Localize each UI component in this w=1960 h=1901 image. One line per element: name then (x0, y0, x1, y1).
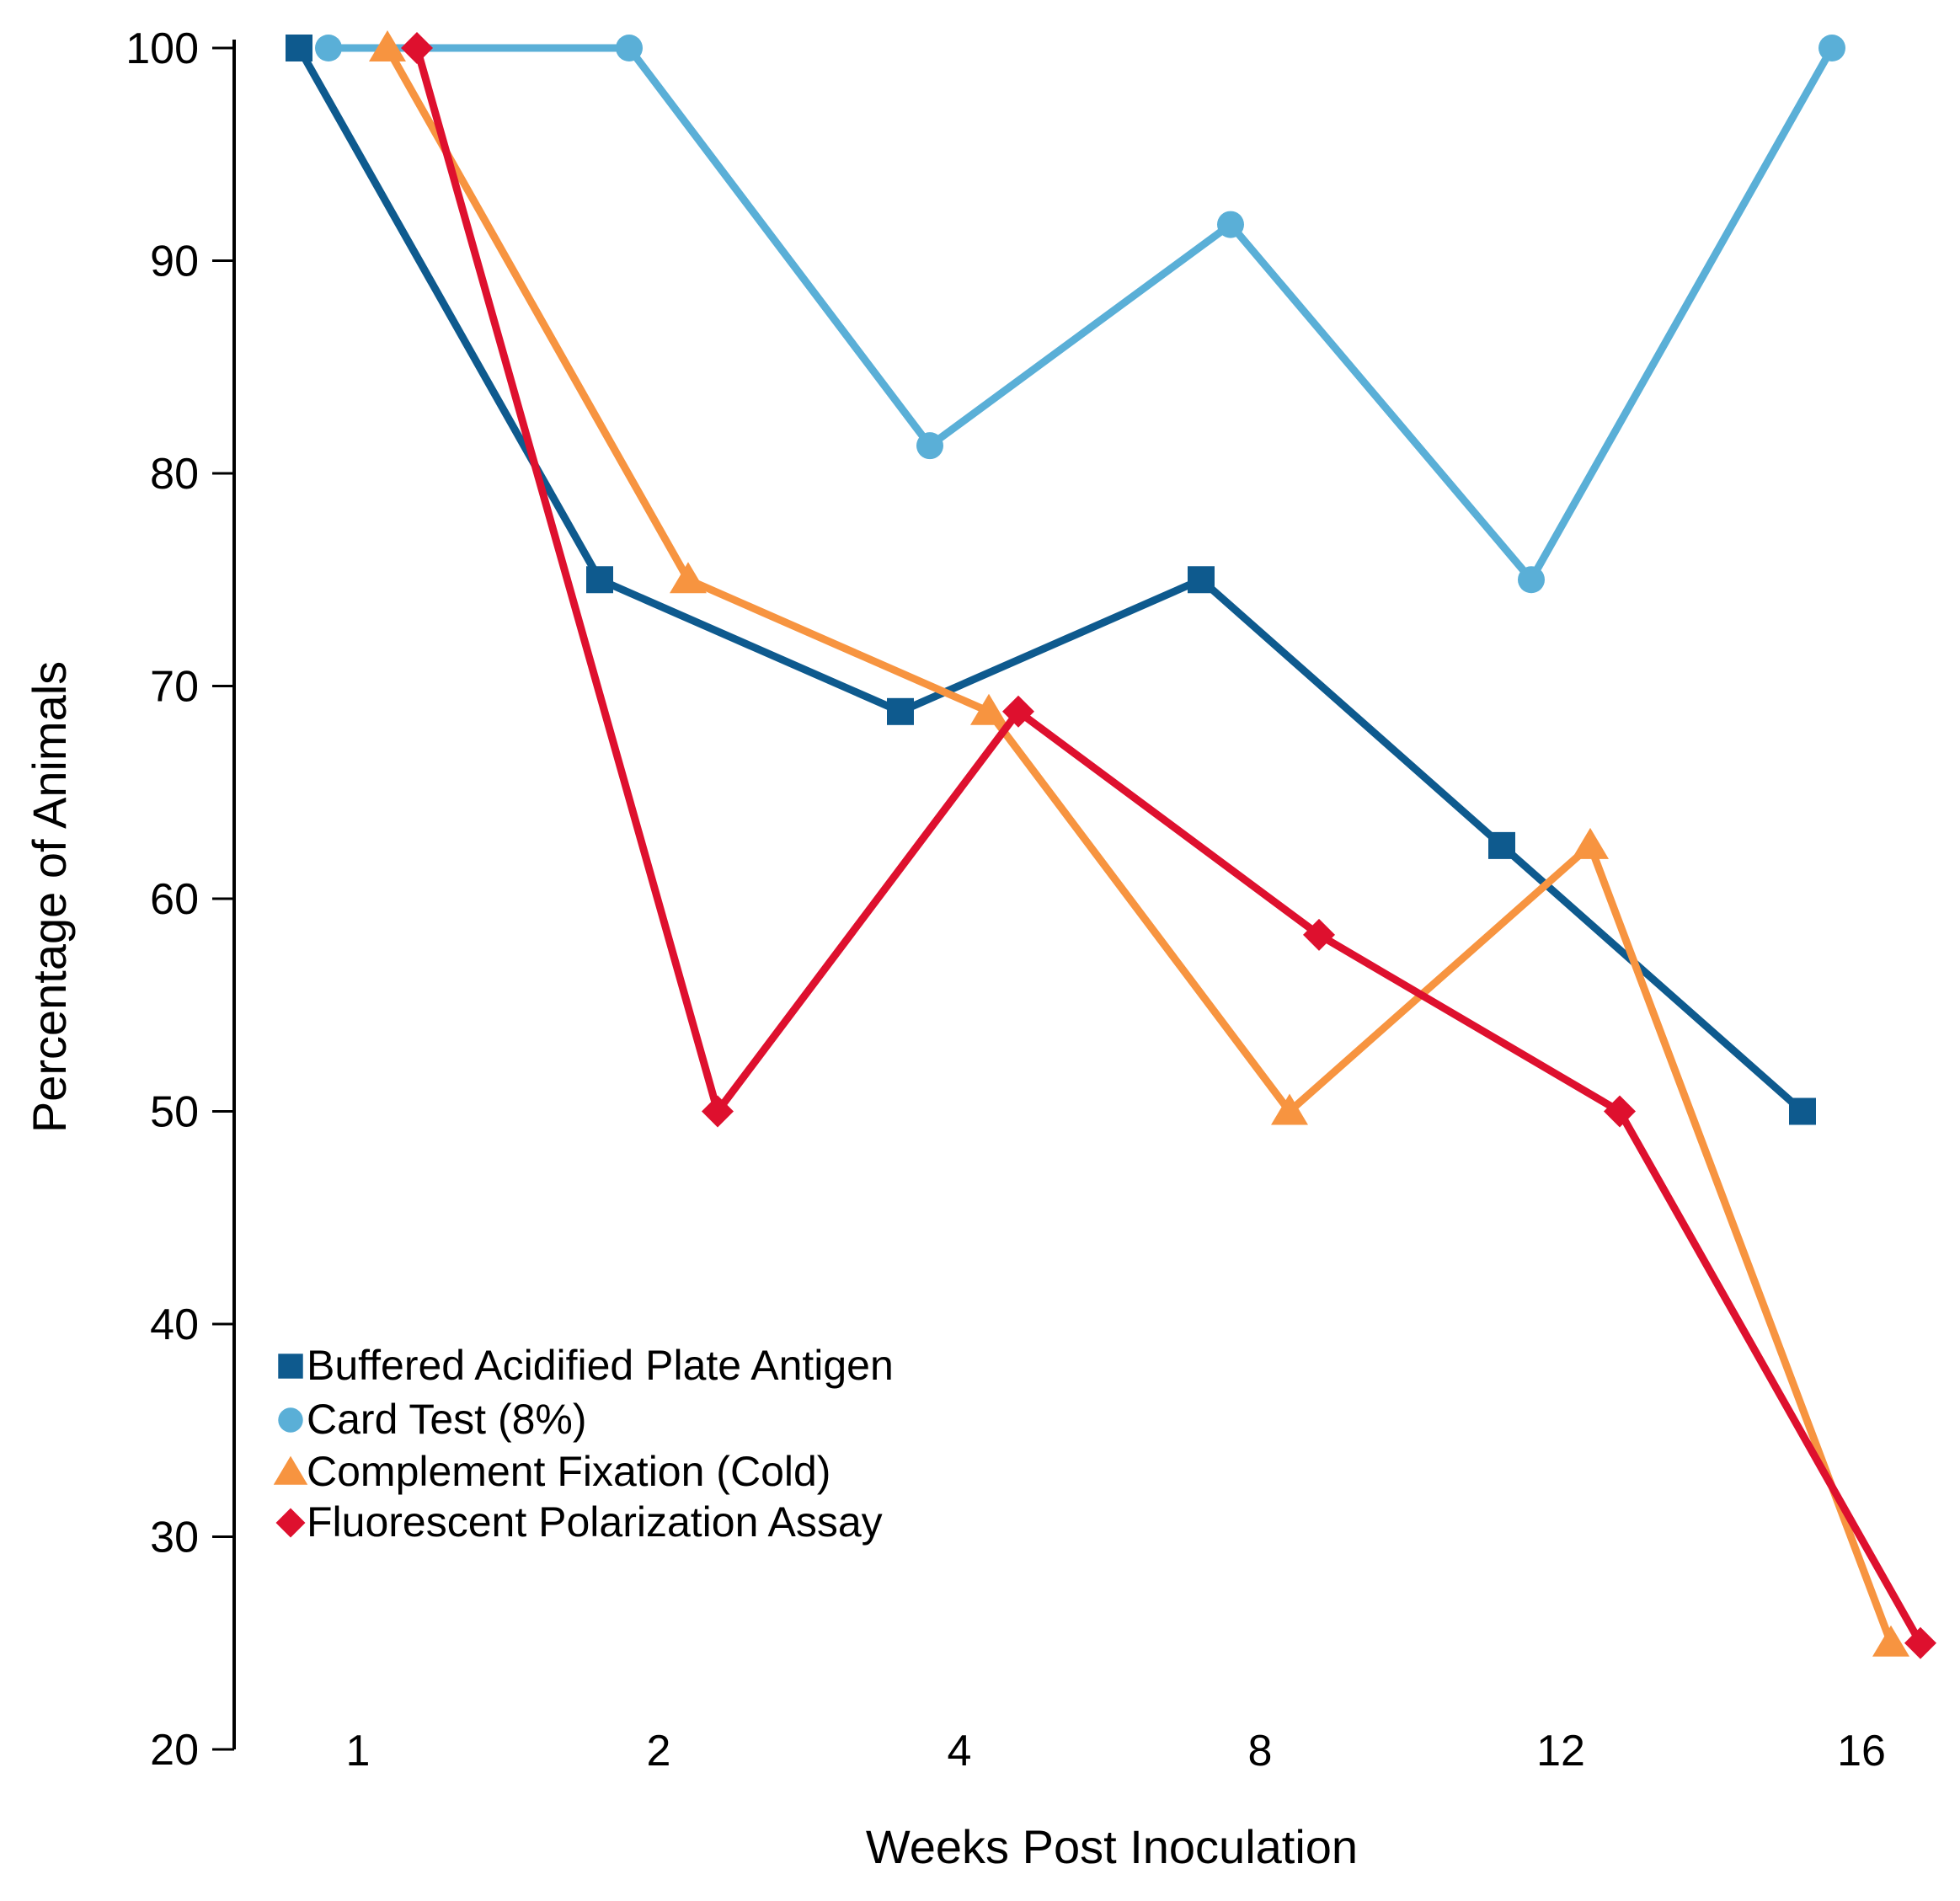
series-line (413, 46, 1924, 1645)
circle-marker (1518, 566, 1545, 594)
x-axis-title: Weeks Post Inoculation (866, 1820, 1358, 1873)
circle-marker (616, 35, 643, 61)
square-marker (887, 697, 914, 725)
series-line (384, 45, 1895, 1645)
square-marker (586, 566, 613, 594)
square-marker (1188, 566, 1215, 594)
diamond-marker (1002, 695, 1034, 728)
y-tick-label: 60 (150, 875, 199, 924)
legend-item: Fluorescent Polarization Assay (275, 1498, 883, 1546)
x-tick-label: 12 (1536, 1727, 1585, 1776)
y-axis-ticks: 20 30 40 50 60 70 80 90 100 (126, 24, 234, 1775)
triangle-marker (670, 562, 707, 594)
series-line (328, 44, 1835, 587)
series-markers (286, 35, 1816, 1125)
diamond-marker (1303, 918, 1335, 951)
triangle-marker (970, 693, 1007, 725)
chart-legend: Buffered Acidified Plate Antigen Card Tes… (273, 1342, 894, 1546)
x-tick-label: 4 (948, 1727, 972, 1776)
y-tick-label: 30 (150, 1514, 199, 1562)
series-markers (369, 30, 1909, 1657)
y-tick-label: 20 (150, 1726, 199, 1775)
circle-marker (1217, 211, 1244, 238)
y-tick-label: 50 (150, 1088, 199, 1137)
legend-item: Complement Fixation (Cold) (273, 1448, 830, 1495)
y-axis-title: Percentage of Animals (23, 661, 76, 1133)
triangle-marker (369, 30, 406, 61)
legend-item: Card Test (8%) (278, 1396, 587, 1443)
triangle-marker (273, 1455, 308, 1485)
data-series-layer (286, 30, 1936, 1659)
series-markers (401, 32, 1936, 1659)
diamond-marker (1604, 1095, 1636, 1128)
legend-item: Buffered Acidified Plate Antigen (278, 1342, 894, 1389)
triangle-marker (1872, 1625, 1909, 1657)
y-tick-label: 70 (150, 663, 199, 712)
legend-label: Complement Fixation (Cold) (307, 1448, 830, 1495)
x-tick-label: 16 (1837, 1727, 1886, 1776)
circle-marker (916, 432, 943, 460)
y-tick-label: 40 (150, 1300, 199, 1349)
series-line (296, 45, 1805, 1114)
series-markers (315, 35, 1845, 594)
diamond-marker (275, 1508, 306, 1538)
square-marker (286, 35, 312, 61)
triangle-marker (1271, 1093, 1308, 1125)
square-marker (278, 1354, 303, 1379)
diamond-marker (401, 32, 433, 64)
legend-label: Card Test (8%) (307, 1396, 587, 1443)
circle-marker (1818, 35, 1845, 61)
diamond-marker (702, 1095, 734, 1128)
legend-label: Buffered Acidified Plate Antigen (307, 1342, 894, 1389)
y-tick-label: 90 (150, 238, 199, 286)
diamond-marker (1904, 1626, 1936, 1659)
circle-marker (315, 35, 342, 61)
triangle-marker (1572, 827, 1609, 859)
legend-label: Fluorescent Polarization Assay (307, 1498, 883, 1546)
x-axis-tick-labels: 1 2 4 8 12 16 (346, 1727, 1886, 1776)
x-tick-label: 2 (647, 1727, 671, 1776)
x-tick-label: 1 (346, 1727, 371, 1776)
square-marker (1488, 831, 1515, 859)
y-tick-label: 100 (126, 24, 199, 73)
y-tick-label: 80 (150, 450, 199, 499)
x-tick-label: 8 (1248, 1727, 1273, 1776)
circle-marker (278, 1407, 303, 1433)
square-marker (1789, 1097, 1816, 1125)
